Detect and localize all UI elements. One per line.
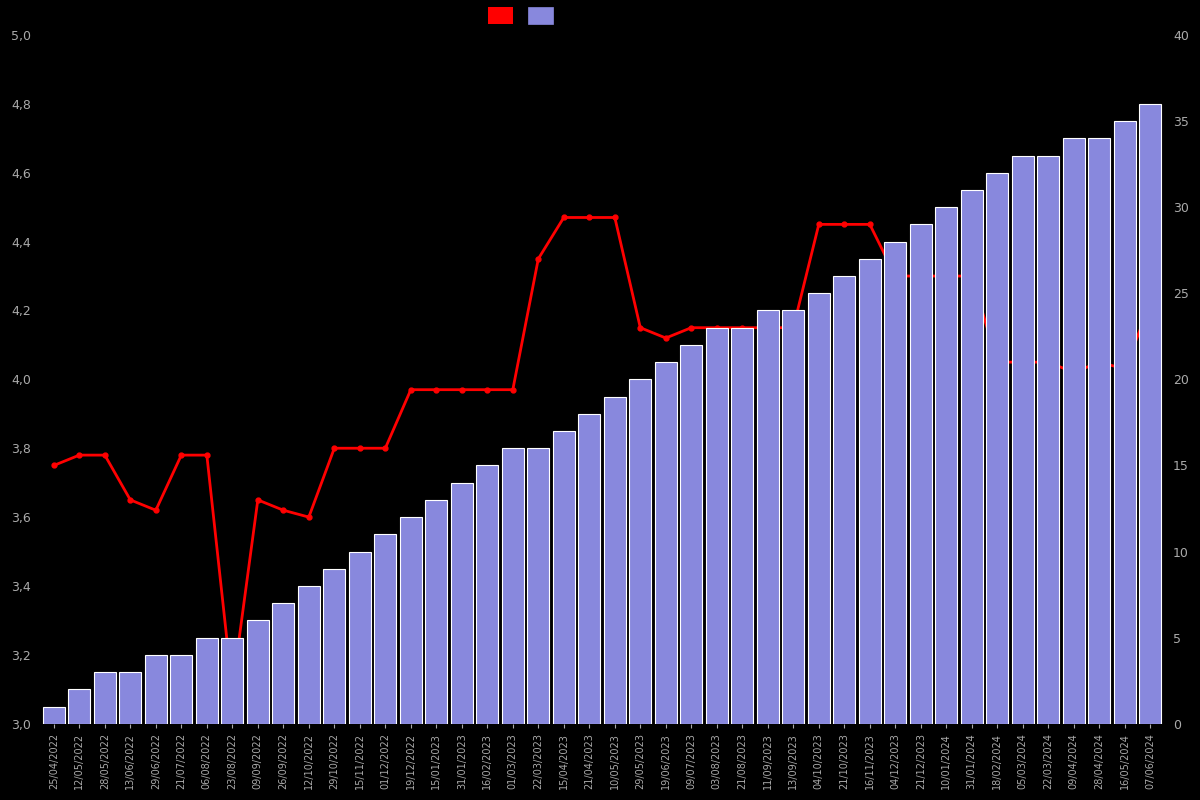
Bar (43, 706, 65, 724)
Bar (349, 551, 371, 724)
Bar (247, 621, 269, 724)
Bar (476, 466, 498, 724)
Bar (859, 259, 881, 724)
Bar (374, 534, 396, 724)
Bar (426, 500, 448, 724)
Bar (1088, 138, 1110, 724)
Bar (757, 310, 779, 724)
Bar (196, 638, 217, 724)
Bar (1063, 138, 1085, 724)
Bar (145, 655, 167, 724)
Bar (732, 328, 754, 724)
Bar (120, 672, 142, 724)
Bar (528, 448, 550, 724)
Bar (630, 379, 652, 724)
Bar (451, 482, 473, 724)
Bar (68, 690, 90, 724)
Legend: , : , (488, 7, 558, 23)
Bar (808, 294, 829, 724)
Bar (834, 276, 856, 724)
Bar (655, 362, 677, 724)
Bar (578, 414, 600, 724)
Bar (680, 345, 702, 724)
Bar (298, 586, 319, 724)
Bar (94, 672, 115, 724)
Bar (986, 173, 1008, 724)
Bar (324, 569, 346, 724)
Bar (782, 310, 804, 724)
Bar (400, 517, 421, 724)
Bar (910, 224, 931, 724)
Bar (1114, 121, 1135, 724)
Bar (936, 207, 958, 724)
Bar (502, 448, 523, 724)
Bar (272, 603, 294, 724)
Bar (553, 431, 575, 724)
Bar (222, 638, 244, 724)
Bar (961, 190, 983, 724)
Bar (884, 242, 906, 724)
Bar (1012, 155, 1033, 724)
Bar (604, 397, 625, 724)
Bar (706, 328, 727, 724)
Bar (1038, 155, 1060, 724)
Bar (1140, 104, 1162, 724)
Bar (170, 655, 192, 724)
